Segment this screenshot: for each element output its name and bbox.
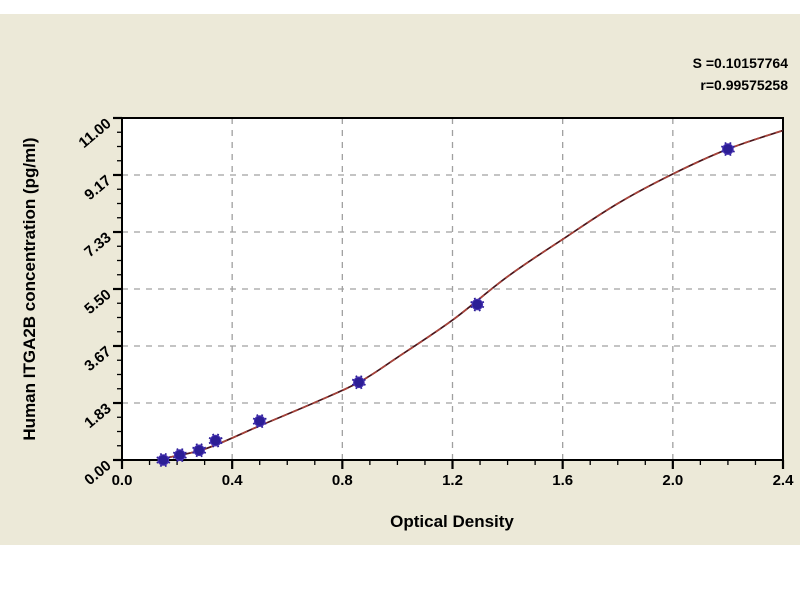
y-tick-label: 1.83 (81, 400, 114, 432)
x-axis-title: Optical Density (390, 512, 514, 531)
x-tick-label: 1.6 (552, 472, 573, 489)
x-tick-label: 1.2 (442, 472, 463, 489)
x-tick-label: 0.0 (112, 472, 133, 489)
x-tick-label: 0.8 (332, 472, 353, 489)
data-point (208, 433, 223, 448)
data-point (156, 452, 171, 468)
marker-core (209, 434, 222, 447)
x-tick-label: 2.0 (662, 472, 683, 489)
r-value: r=0.99575258 (700, 77, 788, 93)
marker-core (353, 376, 365, 389)
y-tick-label: 5.50 (81, 286, 114, 318)
marker-core (157, 454, 170, 466)
data-point (192, 443, 207, 458)
data-point (470, 297, 485, 312)
data-point (351, 375, 366, 390)
s-value: S =0.10157764 (692, 55, 788, 71)
x-tick-label: 2.4 (773, 472, 795, 489)
y-axis-title: Human ITGA2B concentration (pg/ml) (20, 137, 39, 441)
marker-core (722, 143, 734, 155)
y-tick-label: 0.00 (81, 457, 114, 489)
y-tick-label: 3.67 (81, 343, 114, 375)
marker-core (471, 298, 484, 311)
y-tick-label: 9.17 (81, 172, 114, 204)
y-tick-label: 7.33 (81, 229, 114, 261)
data-point (720, 142, 735, 157)
data-point (252, 414, 267, 429)
marker-core (193, 444, 205, 457)
marker-core (174, 449, 186, 461)
fit-statistics: S =0.10157764 r=0.99575258 (693, 52, 788, 96)
data-point (172, 448, 187, 463)
marker-core (253, 415, 266, 427)
y-tick-label: 11.00 (76, 115, 115, 152)
x-tick-label: 0.4 (222, 472, 244, 489)
